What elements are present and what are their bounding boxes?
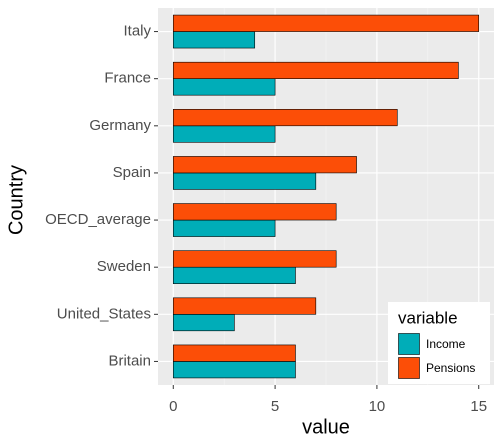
- y-tick-label: Britain: [108, 352, 151, 369]
- x-axis-title: value: [302, 416, 350, 438]
- bar: [172, 78, 276, 96]
- bar: [172, 203, 337, 221]
- legend-title: variable: [398, 308, 458, 327]
- bar: [172, 361, 296, 379]
- bar: [172, 297, 317, 315]
- bar: [172, 314, 235, 332]
- legend-label: Pensions: [426, 361, 475, 375]
- y-tick-label: France: [104, 70, 151, 87]
- x-tick-label: 10: [369, 398, 386, 415]
- y-axis-title: Country: [5, 165, 27, 235]
- bar: [172, 172, 317, 190]
- y-tick-label: Sweden: [97, 258, 151, 275]
- legend-label: Income: [426, 337, 466, 351]
- bar: [172, 14, 480, 32]
- y-tick-label: Spain: [113, 164, 151, 181]
- bar: [172, 31, 256, 49]
- bar: [172, 344, 296, 362]
- x-tick-label: 0: [169, 398, 177, 415]
- y-tick-label: United_States: [57, 305, 151, 322]
- bar: [172, 109, 398, 127]
- bar: [172, 156, 357, 174]
- legend-swatch: [398, 333, 420, 355]
- x-tick-label: 15: [470, 398, 487, 415]
- y-tick-label: Italy: [123, 23, 151, 40]
- legend-swatch: [398, 357, 420, 379]
- bar: [172, 266, 296, 284]
- x-tick-label: 5: [271, 398, 279, 415]
- bar: [172, 61, 459, 79]
- bar: [172, 250, 337, 268]
- y-tick-label: Germany: [89, 117, 151, 134]
- bar: [172, 219, 276, 237]
- y-tick-label: OECD_average: [45, 211, 151, 228]
- bar: [172, 125, 276, 143]
